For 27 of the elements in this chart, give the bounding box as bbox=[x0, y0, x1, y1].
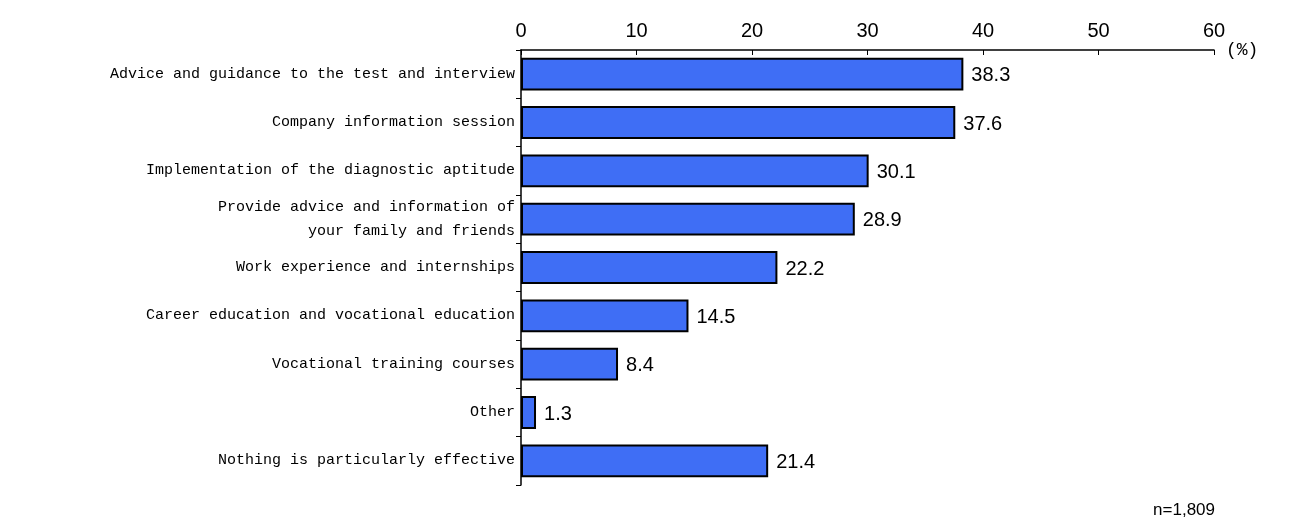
data-label: 37.6 bbox=[963, 111, 1003, 134]
y-tick-label: Nothing is particularly effective bbox=[217, 452, 515, 470]
data-label: 28.9 bbox=[862, 208, 902, 231]
x-tick-label: 10 bbox=[625, 19, 648, 41]
data-label: 21.4 bbox=[776, 449, 816, 472]
y-tick-label: Other bbox=[469, 404, 515, 421]
x-tick-label: 50 bbox=[1087, 19, 1110, 41]
y-tick-label: Vocational training courses bbox=[271, 355, 515, 373]
data-label: 14.5 bbox=[696, 304, 736, 327]
x-tick-label: 20 bbox=[740, 19, 764, 41]
data-label: 30.1 bbox=[876, 159, 916, 182]
data-label: 38.3 bbox=[971, 63, 1011, 86]
x-tick-label: 30 bbox=[856, 19, 879, 41]
y-tick-label: Work experience and internships bbox=[235, 259, 515, 276]
y-tick-label: Implementation of the diagnostic aptitude bbox=[145, 162, 515, 180]
x-tick-label: 0 bbox=[515, 19, 527, 41]
y-tick-label: Career education and vocational education bbox=[145, 307, 515, 325]
data-label: 1.3 bbox=[544, 401, 572, 424]
y-tick-label: Company information session bbox=[271, 114, 515, 131]
x-axis-title: (%) bbox=[1226, 40, 1259, 60]
x-tick-label: 60 bbox=[1202, 19, 1226, 41]
text: n=1,809 bbox=[1153, 500, 1216, 519]
y-tick-label: Advice and guidance to the test and interview bbox=[109, 65, 515, 83]
y-tick-label: Provide advice and information of your family and friends bbox=[217, 198, 515, 240]
data-label: 8.4 bbox=[626, 353, 654, 376]
data-label: 22.2 bbox=[785, 256, 825, 279]
x-tick-label: 40 bbox=[971, 19, 995, 41]
